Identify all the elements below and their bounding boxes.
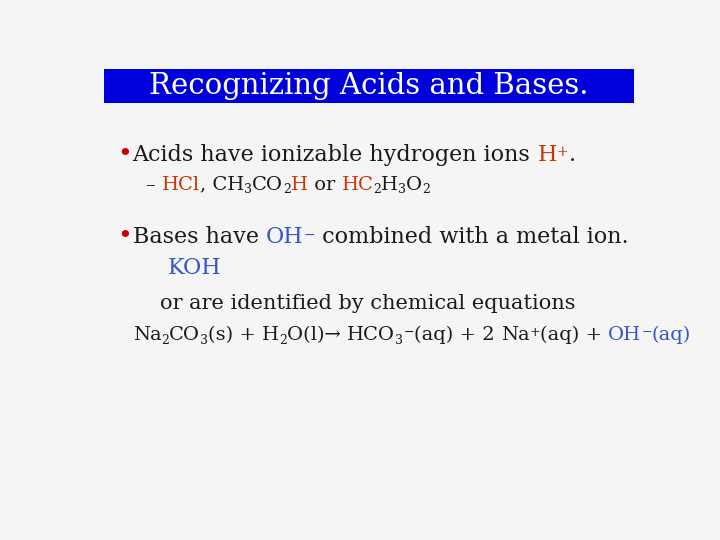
Text: O: O [406, 176, 423, 193]
FancyBboxPatch shape [104, 70, 634, 103]
Text: .: . [569, 144, 576, 166]
Text: CO: CO [252, 176, 283, 193]
Text: H: H [382, 176, 398, 193]
Text: or are identified by chemical equations: or are identified by chemical equations [160, 294, 575, 313]
Text: , CH: , CH [200, 176, 244, 193]
Text: −: − [304, 228, 315, 242]
Text: H: H [262, 326, 279, 343]
Text: 3: 3 [398, 184, 406, 197]
Text: (aq) +: (aq) + [540, 326, 608, 343]
Text: 3: 3 [244, 184, 252, 197]
Text: H: H [291, 176, 308, 193]
Text: Bases have: Bases have [132, 226, 266, 248]
Text: Recognizing Acids and Bases.: Recognizing Acids and Bases. [149, 72, 589, 100]
Text: OH: OH [608, 326, 642, 343]
Text: •: • [117, 225, 132, 248]
Text: HC: HC [341, 176, 374, 193]
Text: –: – [145, 176, 162, 193]
Text: Acids have ionizable hydrogen ions: Acids have ionizable hydrogen ions [132, 144, 538, 166]
Text: 2: 2 [283, 184, 291, 197]
Text: HCO: HCO [347, 326, 395, 343]
Text: 2: 2 [423, 184, 431, 197]
Text: combined with a metal ion.: combined with a metal ion. [315, 226, 629, 248]
Text: 3: 3 [395, 334, 403, 347]
Text: Na: Na [500, 326, 529, 343]
Text: or: or [308, 176, 341, 193]
Text: +: + [557, 145, 569, 159]
Text: (aq): (aq) [652, 326, 691, 343]
Text: −: − [403, 326, 414, 339]
Text: OH: OH [266, 226, 304, 248]
Text: (aq) + 2: (aq) + 2 [414, 326, 500, 343]
Text: O(l)→: O(l)→ [287, 326, 347, 343]
Text: CO: CO [169, 326, 200, 343]
Text: H: H [538, 144, 557, 166]
Text: KOH: KOH [168, 257, 221, 279]
Text: −: − [642, 326, 652, 339]
Text: HCl: HCl [162, 176, 200, 193]
Text: +: + [529, 326, 540, 339]
Text: 3: 3 [200, 334, 208, 347]
Text: 2: 2 [374, 184, 382, 197]
Text: •: • [117, 142, 132, 166]
Text: (s) +: (s) + [208, 326, 262, 343]
Text: Na: Na [132, 326, 161, 343]
Text: 2: 2 [279, 334, 287, 347]
Text: 2: 2 [161, 334, 169, 347]
